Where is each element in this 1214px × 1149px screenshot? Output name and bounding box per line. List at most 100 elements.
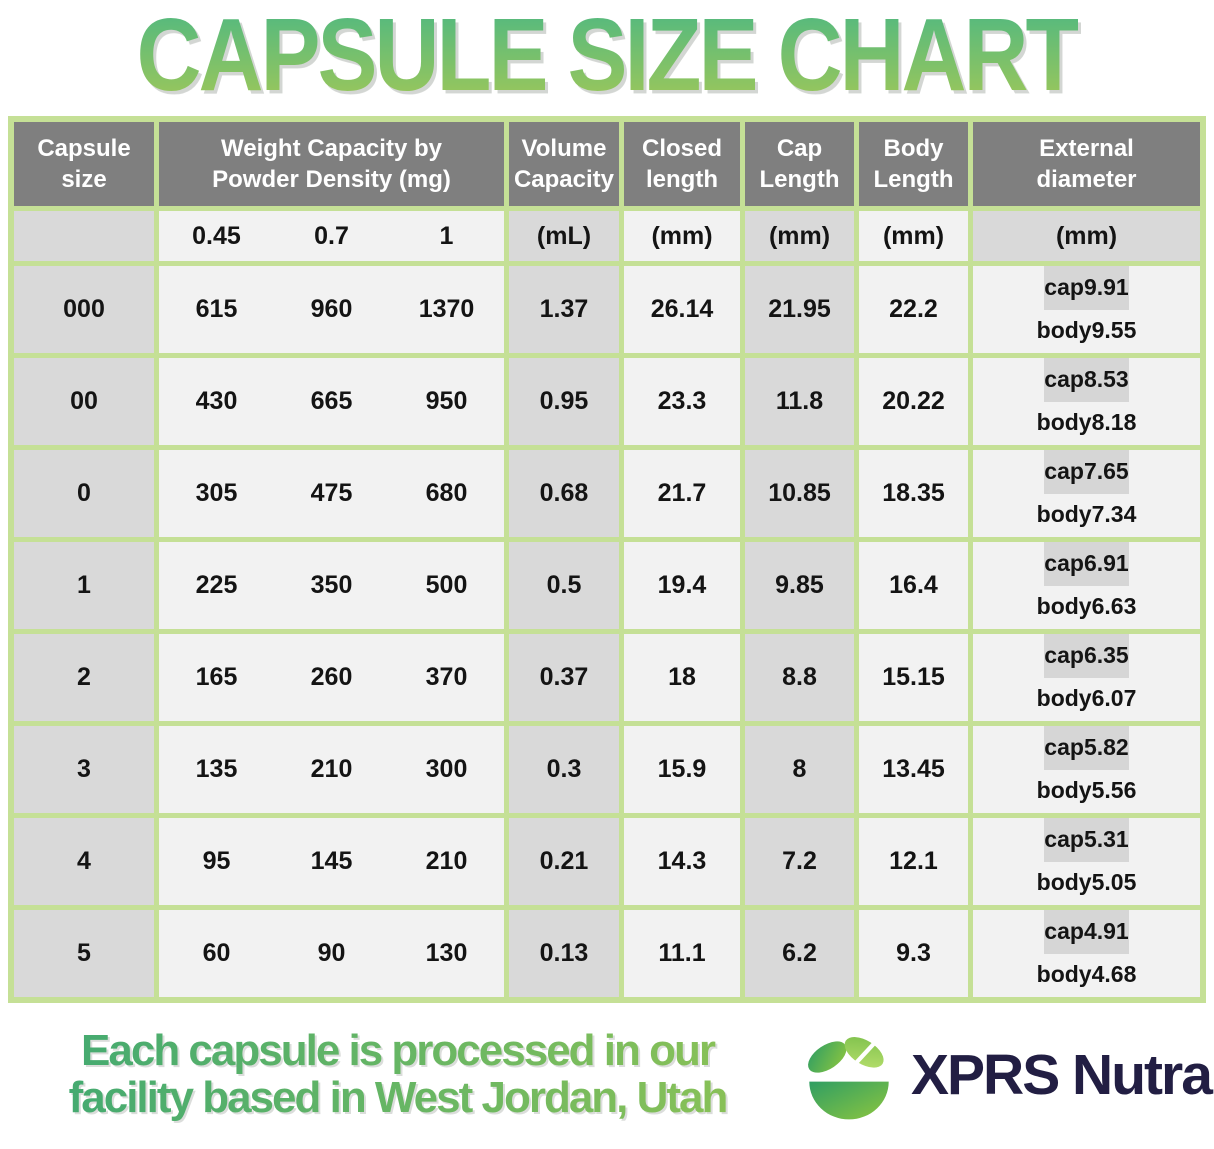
closed-length-cell: 14.3 xyxy=(624,818,740,905)
volume-cell: 0.95 xyxy=(509,358,619,445)
ext-cap-label: cap xyxy=(1044,549,1084,576)
external-diameter-cell: cap 9.91 body 9.55 xyxy=(973,266,1200,353)
body-length-cell: 9.3 xyxy=(859,910,968,997)
capsule-size-cell: 2 xyxy=(14,634,154,721)
ext-cap-value: 8.53 xyxy=(1083,365,1129,392)
ext-cap-label: cap xyxy=(1044,365,1084,392)
header-closed-length: Closed length xyxy=(624,122,740,206)
header-body-length: Body Length xyxy=(859,122,968,206)
external-diameter-cell: cap 5.82 body 5.56 xyxy=(973,726,1200,813)
weight-capacity-cell: 225 350 500 xyxy=(159,542,504,629)
ext-cap-label: cap xyxy=(1044,825,1084,852)
ext-cap-label: cap xyxy=(1044,457,1084,484)
volume-cell: 1.37 xyxy=(509,266,619,353)
closed-length-cell: 18 xyxy=(624,634,740,721)
ext-body-label: body xyxy=(1036,685,1092,712)
ext-cap-label: cap xyxy=(1044,733,1084,760)
header-external-diameter: External diameter xyxy=(973,122,1200,206)
units-closed-length: (mm) xyxy=(624,211,740,261)
external-diameter-cell: cap 7.65 body 7.34 xyxy=(973,450,1200,537)
weight-capacity-cell: 60 90 130 xyxy=(159,910,504,997)
ext-body-label: body xyxy=(1036,593,1092,620)
density-0.45: 0.45 xyxy=(192,221,241,250)
closed-length-cell: 15.9 xyxy=(624,726,740,813)
capsule-size-cell: 000 xyxy=(14,266,154,353)
ext-cap-label: cap xyxy=(1044,917,1084,944)
weight-capacity-cell: 135 210 300 xyxy=(159,726,504,813)
density-1: 1 xyxy=(439,221,454,250)
external-diameter-cell: cap 4.91 body 4.68 xyxy=(973,910,1200,997)
ext-body-value: 6.63 xyxy=(1091,593,1137,620)
body-length-cell: 20.22 xyxy=(859,358,968,445)
body-length-cell: 22.2 xyxy=(859,266,968,353)
closed-length-cell: 11.1 xyxy=(624,910,740,997)
volume-cell: 0.37 xyxy=(509,634,619,721)
body-length-cell: 16.4 xyxy=(859,542,968,629)
ext-cap-value: 4.91 xyxy=(1083,917,1129,944)
ext-body-label: body xyxy=(1036,777,1092,804)
cap-length-cell: 6.2 xyxy=(745,910,854,997)
capsule-size-cell: 1 xyxy=(14,542,154,629)
cap-length-cell: 7.2 xyxy=(745,818,854,905)
ext-body-value: 8.18 xyxy=(1091,409,1137,436)
weight-capacity-cell: 430 665 950 xyxy=(159,358,504,445)
volume-cell: 0.5 xyxy=(509,542,619,629)
external-diameter-cell: cap 6.91 body 6.63 xyxy=(973,542,1200,629)
cap-length-cell: 21.95 xyxy=(745,266,854,353)
brand-logo: XPRS Nutra xyxy=(797,1027,1213,1123)
ext-cap-value: 9.91 xyxy=(1083,273,1129,300)
closed-length-cell: 19.4 xyxy=(624,542,740,629)
ext-cap-value: 6.91 xyxy=(1083,549,1129,576)
page-title-container: CAPSULE SIZE CHART xyxy=(0,4,1214,108)
ext-cap-value: 6.35 xyxy=(1083,641,1129,668)
closed-length-cell: 26.14 xyxy=(624,266,740,353)
volume-cell: 0.13 xyxy=(509,910,619,997)
external-diameter-cell: cap 5.31 body 5.05 xyxy=(973,818,1200,905)
capsule-size-table: Capsule size Weight Capacity by Powder D… xyxy=(8,116,1206,1003)
external-diameter-cell: cap 8.53 body 8.18 xyxy=(973,358,1200,445)
body-length-cell: 12.1 xyxy=(859,818,968,905)
cap-length-cell: 9.85 xyxy=(745,542,854,629)
capsule-size-cell: 0 xyxy=(14,450,154,537)
page-title: CAPSULE SIZE CHART xyxy=(136,0,1080,114)
ext-body-value: 5.56 xyxy=(1091,777,1137,804)
ext-body-label: body xyxy=(1036,961,1092,988)
footer-tagline: Each capsule is processed in our facilit… xyxy=(0,1028,795,1121)
ext-body-value: 7.34 xyxy=(1091,501,1137,528)
cap-length-cell: 11.8 xyxy=(745,358,854,445)
cap-length-cell: 8 xyxy=(745,726,854,813)
ext-body-value: 5.05 xyxy=(1091,869,1137,896)
density-0.7: 0.7 xyxy=(314,221,349,250)
footer-tagline-line2: facility based in West Jordan, Utah xyxy=(68,1073,727,1122)
footer-tagline-line1: Each capsule is processed in our xyxy=(81,1026,714,1076)
units-capsule-size-empty xyxy=(14,211,154,261)
ext-cap-value: 7.65 xyxy=(1083,457,1129,484)
volume-cell: 0.68 xyxy=(509,450,619,537)
footer: Each capsule is processed in our facilit… xyxy=(0,1027,1214,1123)
capsule-size-cell: 5 xyxy=(14,910,154,997)
ext-body-label: body xyxy=(1036,317,1092,344)
units-body-length: (mm) xyxy=(859,211,968,261)
cap-length-cell: 8.8 xyxy=(745,634,854,721)
ext-cap-label: cap xyxy=(1044,641,1084,668)
capsule-size-cell: 3 xyxy=(14,726,154,813)
ext-body-value: 4.68 xyxy=(1091,961,1137,988)
weight-capacity-cell: 305 475 680 xyxy=(159,450,504,537)
weight-capacity-cell: 95 145 210 xyxy=(159,818,504,905)
closed-length-cell: 23.3 xyxy=(624,358,740,445)
header-weight-capacity: Weight Capacity by Powder Density (mg) xyxy=(159,122,504,206)
cap-length-cell: 10.85 xyxy=(745,450,854,537)
mortar-leaf-icon xyxy=(808,1037,889,1120)
body-length-cell: 13.45 xyxy=(859,726,968,813)
weight-capacity-cell: 615 960 1370 xyxy=(159,266,504,353)
ext-body-value: 9.55 xyxy=(1091,317,1137,344)
header-volume-capacity: Volume Capacity xyxy=(509,122,619,206)
ext-cap-label: cap xyxy=(1044,273,1084,300)
ext-body-value: 6.07 xyxy=(1091,685,1137,712)
ext-body-label: body xyxy=(1036,869,1092,896)
capsule-size-cell: 00 xyxy=(14,358,154,445)
body-length-cell: 18.35 xyxy=(859,450,968,537)
capsule-size-cell: 4 xyxy=(14,818,154,905)
volume-cell: 0.3 xyxy=(509,726,619,813)
units-volume: (mL) xyxy=(509,211,619,261)
